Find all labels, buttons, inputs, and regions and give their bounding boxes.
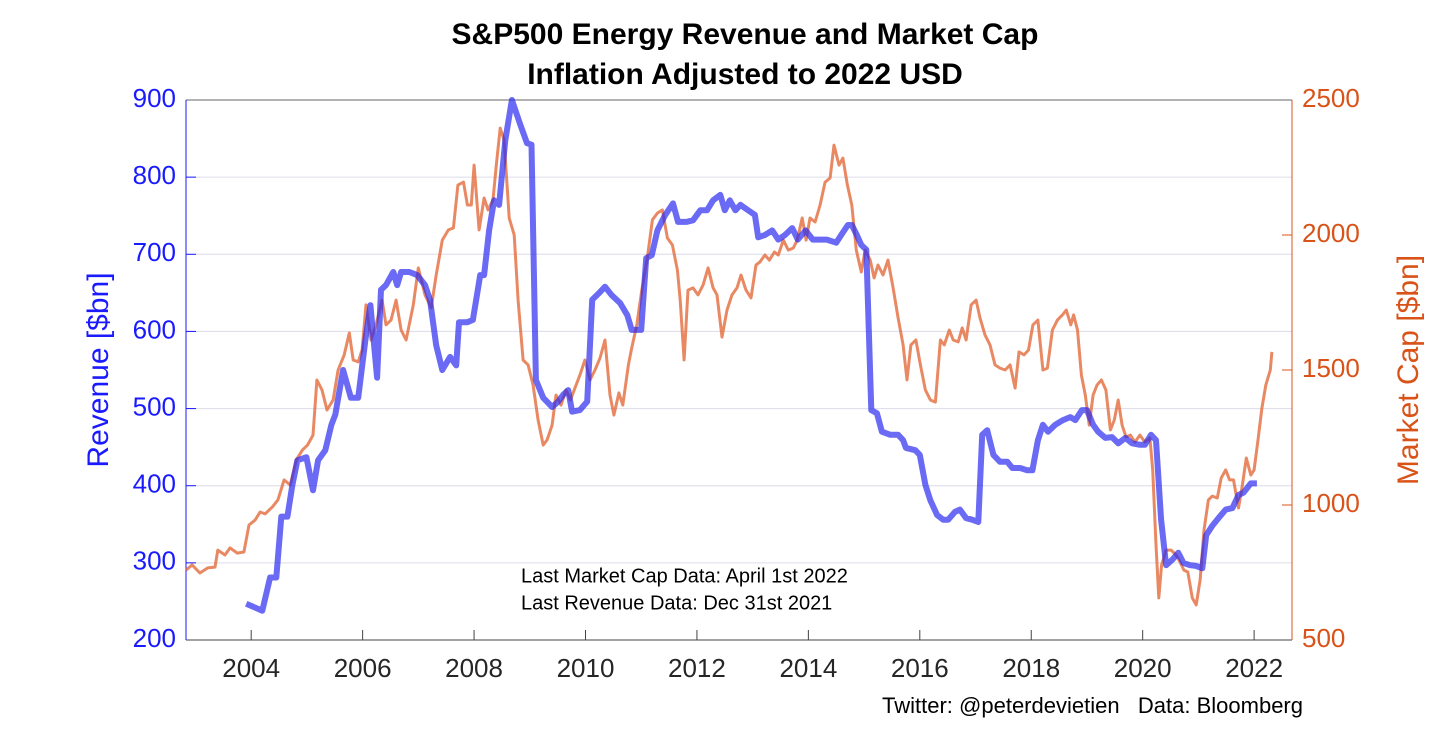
y-tick-label: 600 (133, 314, 176, 344)
y2-tick-label: 2000 (1302, 218, 1360, 248)
y2-tick-label: 1000 (1302, 488, 1360, 518)
annotation: Last Revenue Data: Dec 31st 2021 (521, 592, 832, 614)
y2-axis-label: Market Cap [$bn] (1392, 255, 1425, 485)
y-tick-label: 800 (133, 160, 176, 190)
chart-subtitle: Inflation Adjusted to 2022 USD (527, 58, 963, 91)
chart-title: S&P500 Energy Revenue and Market Cap (452, 18, 1039, 51)
x-tick-label: 2022 (1225, 653, 1283, 683)
x-tick-label: 2010 (557, 653, 615, 683)
x-tick-label: 2004 (222, 653, 280, 683)
x-tick-label: 2012 (668, 653, 726, 683)
y-axis-label: Revenue [$bn] (82, 272, 115, 467)
y2-tick-label: 1500 (1302, 353, 1360, 383)
y-tick-label: 400 (133, 469, 176, 499)
y2-tick-label: 500 (1302, 623, 1345, 653)
x-tick-label: 2008 (445, 653, 503, 683)
x-tick-label: 2020 (1114, 653, 1172, 683)
y-tick-label: 200 (133, 623, 176, 653)
y-tick-label: 300 (133, 546, 176, 576)
x-tick-label: 2014 (779, 653, 837, 683)
y-tick-label: 900 (133, 83, 176, 113)
x-tick-label: 2016 (891, 653, 949, 683)
annotation: Last Market Cap Data: April 1st 2022 (521, 565, 848, 587)
data-line (245, 97, 1257, 614)
y-tick-label: 700 (133, 237, 176, 267)
y2-tick-label: 2500 (1302, 83, 1360, 113)
x-tick-label: 2018 (1002, 653, 1060, 683)
x-tick-label: 2006 (334, 653, 392, 683)
data-line (185, 126, 1274, 607)
source-note: Twitter: @peterdevietien Data: Bloomberg (882, 693, 1303, 718)
y-tick-label: 500 (133, 391, 176, 421)
